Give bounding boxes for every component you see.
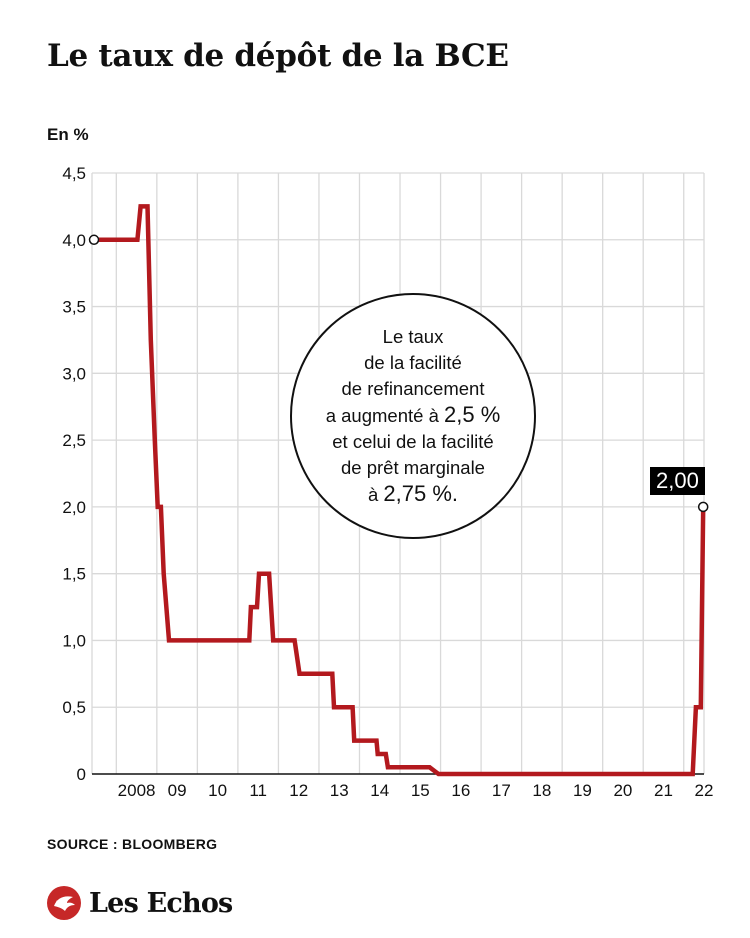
x-tick-label: 21 bbox=[654, 781, 673, 800]
annotation-line-4: a augmenté à 2,5 % bbox=[326, 402, 501, 429]
x-tick-label: 12 bbox=[289, 781, 308, 800]
y-tick-label: 0,5 bbox=[62, 698, 86, 717]
x-tick-label: 15 bbox=[411, 781, 430, 800]
annotation-line-6: de prêt marginale bbox=[341, 457, 485, 478]
annotation-line-3: de refinancement bbox=[341, 378, 485, 399]
x-tick-label: 09 bbox=[168, 781, 187, 800]
y-tick-label: 4,5 bbox=[62, 164, 86, 183]
annotation-line-7-text: à bbox=[367, 484, 379, 505]
x-tick-label: 16 bbox=[451, 781, 470, 800]
x-tick-label: 13 bbox=[330, 781, 349, 800]
rate-series-line bbox=[94, 204, 706, 777]
start-point-marker bbox=[88, 234, 100, 246]
x-tick-label: 10 bbox=[208, 781, 227, 800]
annotation-line-5: et celui de la facilité bbox=[332, 431, 494, 452]
y-tick-label: 4,0 bbox=[62, 231, 86, 250]
x-tick-label: 2008 bbox=[118, 781, 156, 800]
y-axis-unit-label: En % bbox=[47, 125, 89, 144]
annotation-line-7: à 2,75 %. bbox=[368, 481, 458, 508]
brand-name: Les Echos bbox=[89, 887, 233, 919]
x-tick-label: 19 bbox=[573, 781, 592, 800]
y-tick-label: 1,5 bbox=[62, 565, 86, 584]
y-tick-label: 3,0 bbox=[62, 364, 86, 383]
chart-title: Le taux de dépôt de la BCE bbox=[47, 38, 509, 74]
annotation-refi-rate: 2,5 % bbox=[444, 402, 501, 427]
les-echos-logo-icon bbox=[47, 886, 81, 920]
x-tick-label: 18 bbox=[532, 781, 551, 800]
y-tick-label: 1,0 bbox=[62, 631, 86, 650]
x-tick-label: 11 bbox=[249, 781, 267, 800]
annotation-line-4-text: a augmenté à bbox=[325, 405, 439, 426]
end-point-marker bbox=[697, 501, 709, 513]
annotation-line-2: de la facilité bbox=[364, 352, 462, 373]
y-tick-label: 2,0 bbox=[62, 498, 86, 517]
annotation-marginal-rate: 2,75 %. bbox=[383, 481, 459, 506]
y-tick-label: 2,5 bbox=[62, 431, 86, 450]
annotation-bubble: Le taux de la facilité de refinancement … bbox=[290, 293, 536, 539]
marker-layer bbox=[88, 234, 709, 513]
x-tick-label: 17 bbox=[492, 781, 511, 800]
axes: 0 0,5 1,0 1,5 2,0 2,5 3,0 3,5 4,0 4,5 2008 09 10 11 12… bbox=[62, 164, 713, 800]
brand: Les Echos bbox=[47, 886, 233, 920]
series-layer bbox=[94, 204, 706, 777]
x-tick-label: 20 bbox=[613, 781, 632, 800]
y-tick-label: 3,5 bbox=[62, 298, 86, 317]
x-tick-label: 14 bbox=[370, 781, 389, 800]
last-value-label: 2,00 bbox=[650, 467, 705, 495]
x-tick-label: 22 bbox=[695, 781, 714, 800]
annotation-line-1: Le taux bbox=[382, 326, 444, 347]
y-tick-label: 0 bbox=[77, 765, 86, 784]
source-note: SOURCE : BLOOMBERG bbox=[47, 836, 218, 852]
